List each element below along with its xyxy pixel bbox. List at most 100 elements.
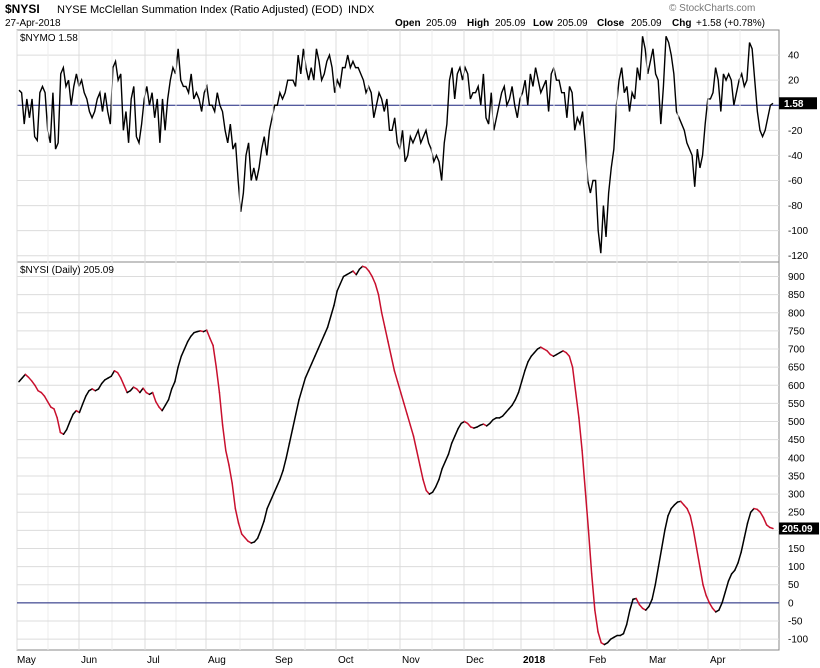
nysi-y-tick-label: 350 bbox=[788, 471, 805, 482]
nysi-line-segment bbox=[275, 478, 281, 488]
nysi-line-segment bbox=[737, 551, 742, 564]
nysi-y-tick-label: 0 bbox=[788, 598, 794, 609]
nysi-line-segment bbox=[34, 384, 39, 392]
nysi-line-segment bbox=[69, 413, 74, 423]
watermark: © StockCharts.com bbox=[669, 3, 755, 14]
x-tick-label: Nov bbox=[402, 655, 420, 666]
nysi-line-segment bbox=[129, 386, 135, 392]
nysi-line-segment bbox=[454, 428, 459, 437]
nysi-line-segment bbox=[524, 360, 529, 372]
nysi-line-segment bbox=[253, 537, 259, 543]
x-tick-label: 2018 bbox=[523, 655, 546, 666]
nysi-line-segment bbox=[419, 464, 424, 481]
nysi-line-segment bbox=[377, 293, 383, 314]
nysi-line-segment bbox=[393, 370, 399, 383]
nysi-line-segment bbox=[330, 304, 335, 318]
x-tick-label: Apr bbox=[710, 655, 726, 666]
nysi-line-segment bbox=[307, 362, 313, 372]
high-label: High bbox=[467, 18, 489, 29]
nysi-line-segment bbox=[285, 442, 291, 459]
nysi-line-segment bbox=[164, 399, 170, 406]
nysi-line-segment bbox=[578, 417, 583, 452]
nysi-line-segment bbox=[65, 420, 71, 431]
nysi-line-segment bbox=[336, 283, 342, 292]
nysi-line-segment bbox=[374, 283, 380, 296]
nysi-line-segment bbox=[584, 489, 590, 532]
nysi-line-segment bbox=[660, 529, 666, 550]
nysi-line-segment bbox=[689, 515, 695, 532]
nysi-line-segment bbox=[705, 594, 711, 604]
exchange: INDX bbox=[348, 4, 375, 16]
nymo-y-tick-label: -80 bbox=[788, 201, 803, 212]
nysi-line-segment bbox=[288, 428, 294, 445]
nysi-y-tick-label: 750 bbox=[788, 326, 805, 337]
nysi-line-segment bbox=[225, 449, 230, 466]
nysi-line-segment bbox=[730, 569, 736, 575]
nysi-line-segment bbox=[174, 366, 179, 383]
index-name: NYSE McClellan Summation Index (Ratio Ad… bbox=[57, 4, 343, 16]
nysi-line-segment bbox=[323, 326, 329, 336]
nysi-line-segment bbox=[177, 355, 182, 368]
nysi-line-segment bbox=[365, 266, 370, 272]
nysi-line-segment bbox=[724, 580, 730, 593]
nysi-line-segment bbox=[228, 464, 233, 484]
nysi-line-segment bbox=[27, 376, 33, 382]
nysi-line-segment bbox=[711, 607, 717, 613]
nysi-line-segment bbox=[422, 478, 427, 492]
nysi-line-segment bbox=[533, 348, 539, 354]
nysi-line-segment bbox=[670, 504, 676, 510]
nysi-line-segment bbox=[78, 403, 84, 414]
nysi-line-segment bbox=[425, 489, 431, 495]
nysi-line-segment bbox=[339, 275, 345, 285]
nysi-line-segment bbox=[72, 409, 78, 416]
x-tick-label: Jun bbox=[81, 655, 97, 666]
nysi-y-tick-label: 700 bbox=[788, 345, 805, 356]
nysi-line-segment bbox=[505, 408, 510, 414]
nysi-line-segment bbox=[279, 469, 284, 481]
nysi-line-segment bbox=[622, 623, 628, 635]
nysi-line-segment bbox=[310, 355, 316, 365]
nysi-line-segment bbox=[699, 565, 704, 586]
nymo-y-ticks: 40 20 -20 -40 -60 -80 -100 -120 bbox=[788, 51, 808, 263]
nysi-line-segment bbox=[269, 493, 275, 503]
nysi-y-tick-label: 650 bbox=[788, 363, 805, 374]
nysi-line-segment bbox=[167, 388, 173, 401]
nysi-line-segment bbox=[727, 573, 733, 582]
nysi-line-segment bbox=[183, 341, 189, 350]
nysi-line-segment bbox=[110, 370, 116, 377]
nysi-line-segment bbox=[240, 533, 246, 539]
nysi-line-segment bbox=[759, 511, 765, 519]
nysi-line-segment bbox=[635, 597, 641, 606]
nysi-line-segment bbox=[139, 387, 144, 394]
x-tick-label: Dec bbox=[466, 655, 484, 666]
symbol: $NYSI bbox=[5, 2, 40, 16]
nysi-line-segment bbox=[587, 529, 593, 575]
nysi-line-segment bbox=[651, 583, 657, 600]
nysi-y-tick-label: 800 bbox=[788, 308, 805, 319]
nysi-line-segment bbox=[415, 449, 421, 466]
nysi-y-tick-label: 100 bbox=[788, 562, 805, 573]
nysi-series bbox=[18, 265, 774, 646]
nysi-line-segment bbox=[180, 348, 186, 358]
nysi-line-segment bbox=[695, 547, 701, 568]
nysi-y-tick-label: 50 bbox=[788, 580, 800, 591]
nysi-line-segment bbox=[571, 366, 577, 394]
nysi-line-segment bbox=[205, 329, 211, 339]
nysi-line-segment bbox=[527, 355, 532, 363]
nysi-line-segment bbox=[46, 400, 52, 408]
nysi-line-segment bbox=[734, 562, 739, 571]
nysi-line-segment bbox=[740, 536, 746, 553]
low-label: Low bbox=[533, 18, 553, 29]
nysi-line-segment bbox=[53, 408, 58, 419]
nysi-line-segment bbox=[355, 268, 361, 276]
nymo-last-value: 1.58 bbox=[784, 99, 804, 110]
nysi-line-segment bbox=[30, 380, 36, 387]
nymo-y-tick-label: -120 bbox=[788, 251, 808, 262]
nysi-line-segment bbox=[530, 351, 536, 358]
nysi-y-tick-label: 550 bbox=[788, 399, 805, 410]
chg-label: Chg bbox=[672, 18, 691, 29]
nymo-y-tick-label: -20 bbox=[788, 126, 803, 137]
nysi-line-segment bbox=[431, 486, 437, 494]
nysi-line-segment bbox=[718, 602, 723, 611]
